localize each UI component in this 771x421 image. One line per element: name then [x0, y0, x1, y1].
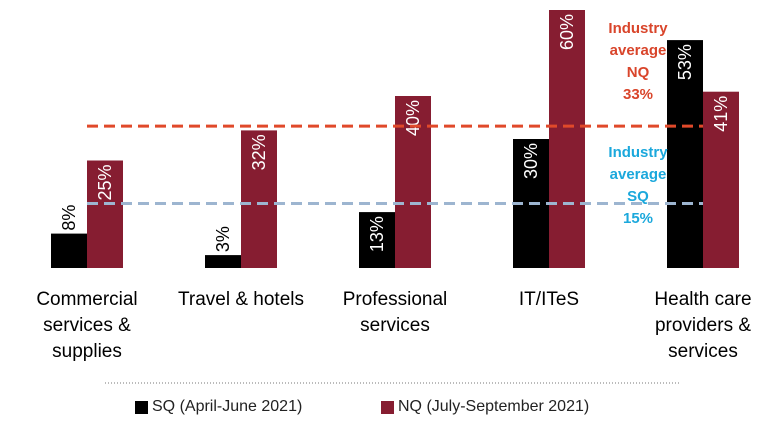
x-tick-label: Professional services: [342, 289, 448, 336]
annotation: Industry average NQ 33%: [598, 18, 678, 106]
legend-label: NQ (July-September 2021): [398, 398, 590, 415]
data-label: 8%: [59, 205, 79, 231]
legend-label: SQ (April-June 2021): [152, 398, 303, 415]
bar: [359, 212, 395, 268]
annotation: Industry average SQ 15%: [598, 142, 678, 230]
legend-swatch: [135, 400, 148, 414]
legend-swatch: [381, 400, 394, 414]
bar: [87, 160, 123, 268]
data-label: 30%: [521, 143, 541, 179]
annotation-label: Industry average NQ: [608, 20, 668, 81]
x-tick-label: Commercial services & supplies: [36, 289, 138, 362]
bar: [703, 91, 739, 268]
x-tick-label: IT/ITeS: [518, 289, 580, 310]
bar: [51, 233, 87, 268]
data-label: 53%: [675, 44, 695, 80]
bar: [241, 130, 277, 268]
legend-item: SQ (April-June 2021): [135, 398, 302, 416]
data-label: 60%: [557, 14, 577, 50]
legend-item: NQ (July-September 2021): [381, 398, 589, 416]
data-label: 41%: [711, 96, 731, 132]
data-label: 3%: [213, 226, 233, 252]
data-label: 32%: [249, 134, 269, 170]
data-label: 40%: [403, 100, 423, 136]
x-tick-label: Health care providers & services: [654, 289, 752, 362]
x-tick-label: Travel & hotels: [177, 289, 304, 310]
bar: [667, 40, 703, 268]
annotation-value: 33%: [622, 86, 654, 103]
annotation-value: 15%: [622, 210, 654, 227]
bar: [549, 10, 585, 268]
bar: [205, 255, 241, 268]
annotation-label: Industry average SQ: [608, 144, 668, 205]
data-label: 13%: [367, 216, 387, 252]
data-label: 25%: [95, 165, 115, 201]
